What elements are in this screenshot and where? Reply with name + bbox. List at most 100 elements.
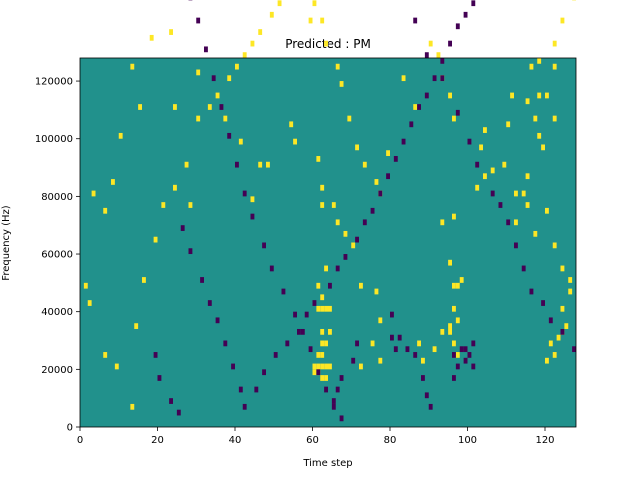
heatmap-cell-high [440,219,445,226]
heatmap-cell-high [552,63,557,70]
heatmap-cell-low [463,346,468,353]
heatmap-cell-high [510,92,514,99]
heatmap-cell-high [184,161,189,168]
heatmap-cell-high [490,167,495,174]
heatmap-cell-high [235,63,239,70]
heatmap-cell-low [304,311,309,318]
heatmap-cell-low [242,190,247,197]
heatmap-cell-low [231,363,235,370]
heatmap-cell-high [134,323,139,329]
heatmap-cell-high [258,161,263,168]
heatmap-cell-high [339,81,344,87]
heatmap-cell-low [273,352,278,358]
heatmap-cell-high [316,363,321,370]
heatmap-cell-low [401,138,406,145]
heatmap-cell-high [362,161,367,168]
heatmap-cell-high [502,161,507,168]
heatmap-cell-high [316,282,321,289]
heatmap-cell-high [316,352,321,358]
y-axis-label: Frequency (Hz) [1,205,12,281]
heatmap-cell-high [266,161,270,168]
heatmap-cell-high [370,340,375,347]
x-tick-label: 0 [77,435,83,446]
heatmap-cell-low [200,277,204,283]
heatmap-cell-low [405,346,410,353]
heatmap-cell-high [514,219,518,226]
heatmap-cell-low [490,190,495,197]
heatmap-cell-high [483,127,487,133]
heatmap-cell-high [312,369,317,376]
heatmap-cell-low [475,161,480,168]
heatmap-cell-low [180,225,185,231]
heatmap-cell-high [320,202,325,208]
heatmap-cell-high [161,202,166,208]
heatmap-cell-low [269,265,274,272]
heatmap-cell-high [552,115,557,122]
heatmap-cell-low [390,311,394,318]
heatmap-cell-high [320,328,325,335]
x-tick-label: 40 [229,435,242,446]
heatmap-cell-high [413,104,418,110]
heatmap-cell-low [227,132,232,139]
heatmap-cell-high [242,52,247,58]
heatmap-cell-low [262,242,266,249]
heatmap-cell-high [359,282,363,289]
heatmap-cell-low [238,386,243,393]
heatmap-cell-low [281,288,286,295]
heatmap-cell-high [552,242,557,249]
heatmap-cell-low [393,156,398,162]
heatmap-cell-high [328,328,332,335]
heatmap-cell-high [207,104,212,110]
heatmap-cell-high [320,184,325,191]
heatmap-cell-low [328,282,332,289]
heatmap-cell-low [351,357,356,364]
heatmap-cell-low [242,403,247,410]
heatmap-cell-high [328,305,332,312]
heatmap-cell-high [514,190,518,197]
heatmap-cell-low [455,363,460,370]
heatmap-cell-high [188,202,193,208]
y-tick-label: 80000 [41,192,73,203]
heatmap-cell-high [238,138,243,145]
heatmap-cell-low [459,346,464,353]
heatmap-cell-high [506,121,511,128]
heatmap-cell-high [568,277,573,283]
heatmap-cell-low [335,265,340,272]
heatmap-cell-low [285,340,290,347]
heatmap-cell-high [269,11,274,18]
heatmap-cell-high [351,242,356,249]
heatmap-cell-low [196,17,201,24]
heatmap-cell-high [386,150,390,157]
heatmap-cell-high [525,202,530,208]
heatmap-cell-low [471,340,476,347]
heatmap-cell-low [452,375,456,381]
heatmap-cell-high [118,132,123,139]
heatmap-cell-low [308,346,313,353]
heatmap-cell-low [463,357,468,364]
x-tick-label: 80 [384,435,397,446]
x-tick-label: 120 [535,435,554,446]
heatmap-cell-low [331,398,336,404]
heatmap-cell-high [169,29,173,35]
heatmap-cell-high [355,144,359,151]
heatmap-cell-low [339,415,344,422]
heatmap-cell-low [428,403,433,410]
heatmap-cell-high [138,104,142,110]
heatmap-cell-low [378,190,383,197]
heatmap-cell-low [235,161,239,168]
y-tick-label: 0 [67,423,73,434]
heatmap-cell-low [316,369,321,376]
heatmap-cell-high [335,219,340,226]
heatmap-cell-low [548,317,553,324]
heatmap-cell-low [297,328,301,335]
heatmap-cell-high [215,92,220,99]
heatmap-cell-low [506,219,511,226]
heatmap-cell-high [130,63,135,70]
heatmap-cell-low [498,202,503,208]
heatmap-cell-low [413,352,418,358]
heatmap-cell-high [173,104,177,110]
heatmap-cell-high [289,121,294,128]
heatmap-cell-high [87,300,92,306]
heatmap-cell-low [471,0,476,7]
